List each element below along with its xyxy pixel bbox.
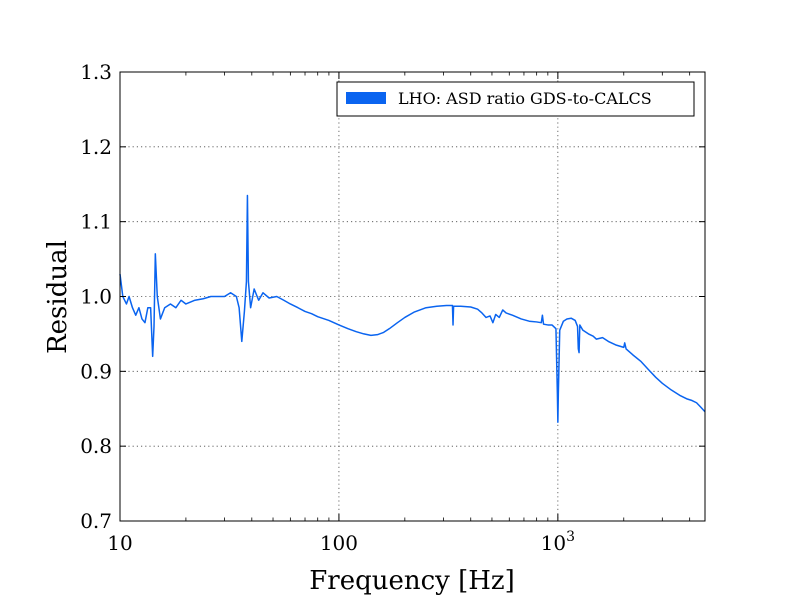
y-tick-label: 0.8 xyxy=(80,434,112,458)
y-tick-label: 1.2 xyxy=(80,135,112,159)
series-line-0 xyxy=(119,194,706,423)
legend-box xyxy=(336,81,695,117)
x-axis-label: Frequency [Hz] xyxy=(309,566,515,596)
x-tick-label: 10 xyxy=(107,531,132,555)
y-tick-label: 1.3 xyxy=(80,60,112,84)
axis-ticks xyxy=(119,71,705,522)
y-tick-label: 0.9 xyxy=(80,359,112,383)
y-axis-label: Residual xyxy=(43,240,73,354)
x-tick-label: 100 xyxy=(320,531,358,555)
legend-label: LHO: ASD ratio GDS-to-CALCS xyxy=(398,89,652,108)
y-tick-label: 1.1 xyxy=(80,210,112,234)
legend-swatch xyxy=(346,92,386,104)
tick-labels: 0.7 0.8 0.9 1.0 1.1 1.2 1.3 10 100 103 xyxy=(80,60,575,555)
y-tick-label: 0.7 xyxy=(80,509,112,533)
x-tick-label: 103 xyxy=(541,529,575,555)
legend: LHO: ASD ratio GDS-to-CALCS xyxy=(336,81,695,117)
series-layer xyxy=(119,194,706,423)
y-tick-label: 1.0 xyxy=(80,285,112,309)
